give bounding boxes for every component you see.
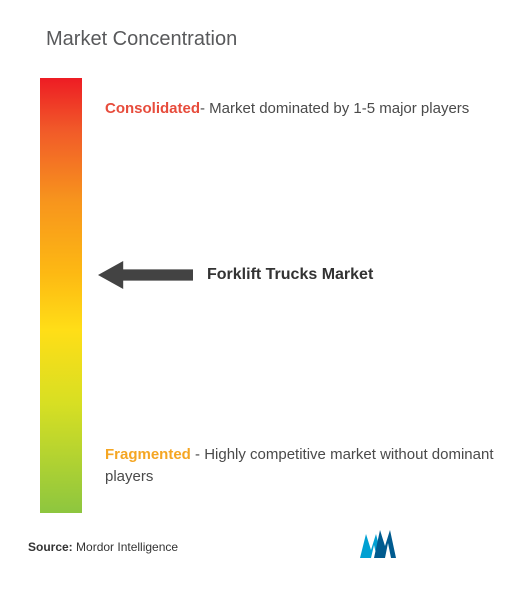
mordor-logo-icon <box>360 528 398 558</box>
concentration-gradient-bar <box>40 78 82 513</box>
page-title: Market Concentration <box>46 28 237 51</box>
source-attribution: Source: Mordor Intelligence <box>28 540 178 554</box>
market-pointer: Forklift Trucks Market <box>98 261 373 289</box>
market-label: Forklift Trucks Market <box>207 266 373 284</box>
consolidated-label: Consolidated- Market dominated by 1-5 ma… <box>105 98 485 120</box>
source-label: Source: <box>28 540 73 554</box>
consolidated-desc: - Market dominated by 1-5 major players <box>200 100 469 117</box>
fragmented-label: Fragmented - Highly competitive market w… <box>105 444 505 488</box>
arrow-left-icon <box>98 261 193 289</box>
consolidated-term: Consolidated <box>105 100 200 117</box>
source-value: Mordor Intelligence <box>73 540 178 554</box>
fragmented-term: Fragmented <box>105 446 191 463</box>
